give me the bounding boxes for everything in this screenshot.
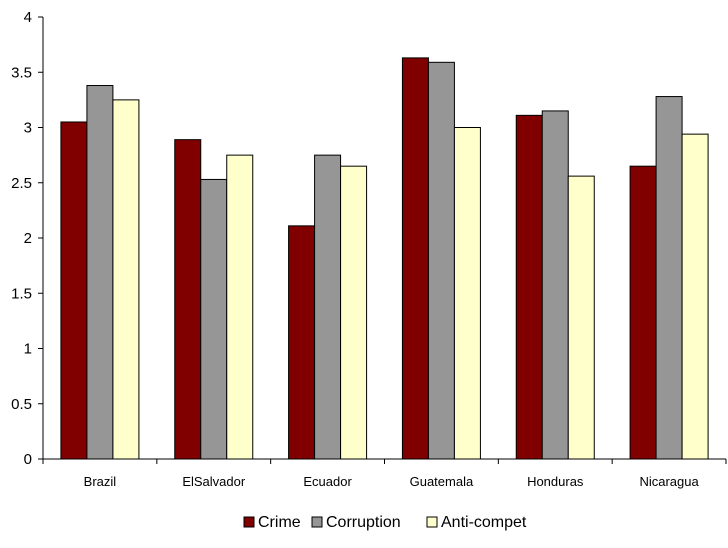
bar-crime-nicaragua bbox=[629, 165, 657, 460]
bar-corruption-nicaragua bbox=[655, 96, 683, 460]
legend-label: Crime bbox=[258, 514, 301, 531]
bar-anti-compet-brazil bbox=[112, 99, 140, 460]
bar-corruption-ecuador bbox=[314, 154, 342, 460]
bar-corruption-elsalvador bbox=[200, 178, 228, 460]
legend-swatch-corruption bbox=[311, 516, 323, 528]
x-tick-label: Nicaragua bbox=[639, 474, 699, 489]
bar-corruption-brazil bbox=[86, 85, 114, 460]
x-tick-label: Brazil bbox=[84, 474, 117, 489]
y-tick-label: 1.5 bbox=[11, 285, 32, 302]
x-tick-label: Ecuador bbox=[303, 474, 352, 489]
bar-anti-compet-honduras bbox=[567, 175, 595, 460]
y-tick-label: 4 bbox=[24, 9, 32, 26]
legend-label: Corruption bbox=[326, 514, 401, 531]
legend: Crime Corruption Anti-compet bbox=[243, 514, 527, 531]
bar-anti-compet-guatemala bbox=[453, 127, 481, 460]
bar-corruption-guatemala bbox=[427, 61, 455, 460]
bar-crime-brazil bbox=[60, 121, 88, 460]
bars bbox=[60, 57, 709, 460]
y-tick-label: 1 bbox=[24, 341, 32, 358]
bar-crime-ecuador bbox=[288, 225, 316, 460]
y-tick-label: 3.5 bbox=[11, 64, 32, 81]
y-tick-label: 0 bbox=[24, 451, 32, 468]
x-tick-label: Honduras bbox=[527, 474, 584, 489]
bar-anti-compet-nicaragua bbox=[681, 133, 709, 460]
bar-crime-elsalvador bbox=[174, 139, 202, 460]
bar-crime-honduras bbox=[515, 114, 543, 460]
y-tick-label: 2 bbox=[24, 230, 32, 247]
bar-corruption-honduras bbox=[541, 110, 569, 460]
legend-swatch-anti-compet bbox=[426, 516, 438, 528]
x-tick-label: Guatemala bbox=[410, 474, 474, 489]
legend-swatch-crime bbox=[243, 516, 255, 528]
legend-label: Anti-compet bbox=[441, 514, 527, 531]
bar-crime-guatemala bbox=[401, 57, 429, 460]
y-tick-label: 0.5 bbox=[11, 396, 32, 413]
y-tick-label: 2.5 bbox=[11, 175, 32, 192]
x-tick-label: ElSalvador bbox=[182, 474, 246, 489]
bar-anti-compet-elsalvador bbox=[226, 154, 254, 460]
bar-anti-compet-ecuador bbox=[340, 165, 368, 460]
y-tick-label: 3 bbox=[24, 120, 32, 137]
y-axis: 0 0.5 1 1.5 2 2.5 3 3.5 4 bbox=[11, 9, 44, 468]
x-axis: Brazil ElSalvador Ecuador Guatemala Honduras… bbox=[42, 458, 727, 489]
